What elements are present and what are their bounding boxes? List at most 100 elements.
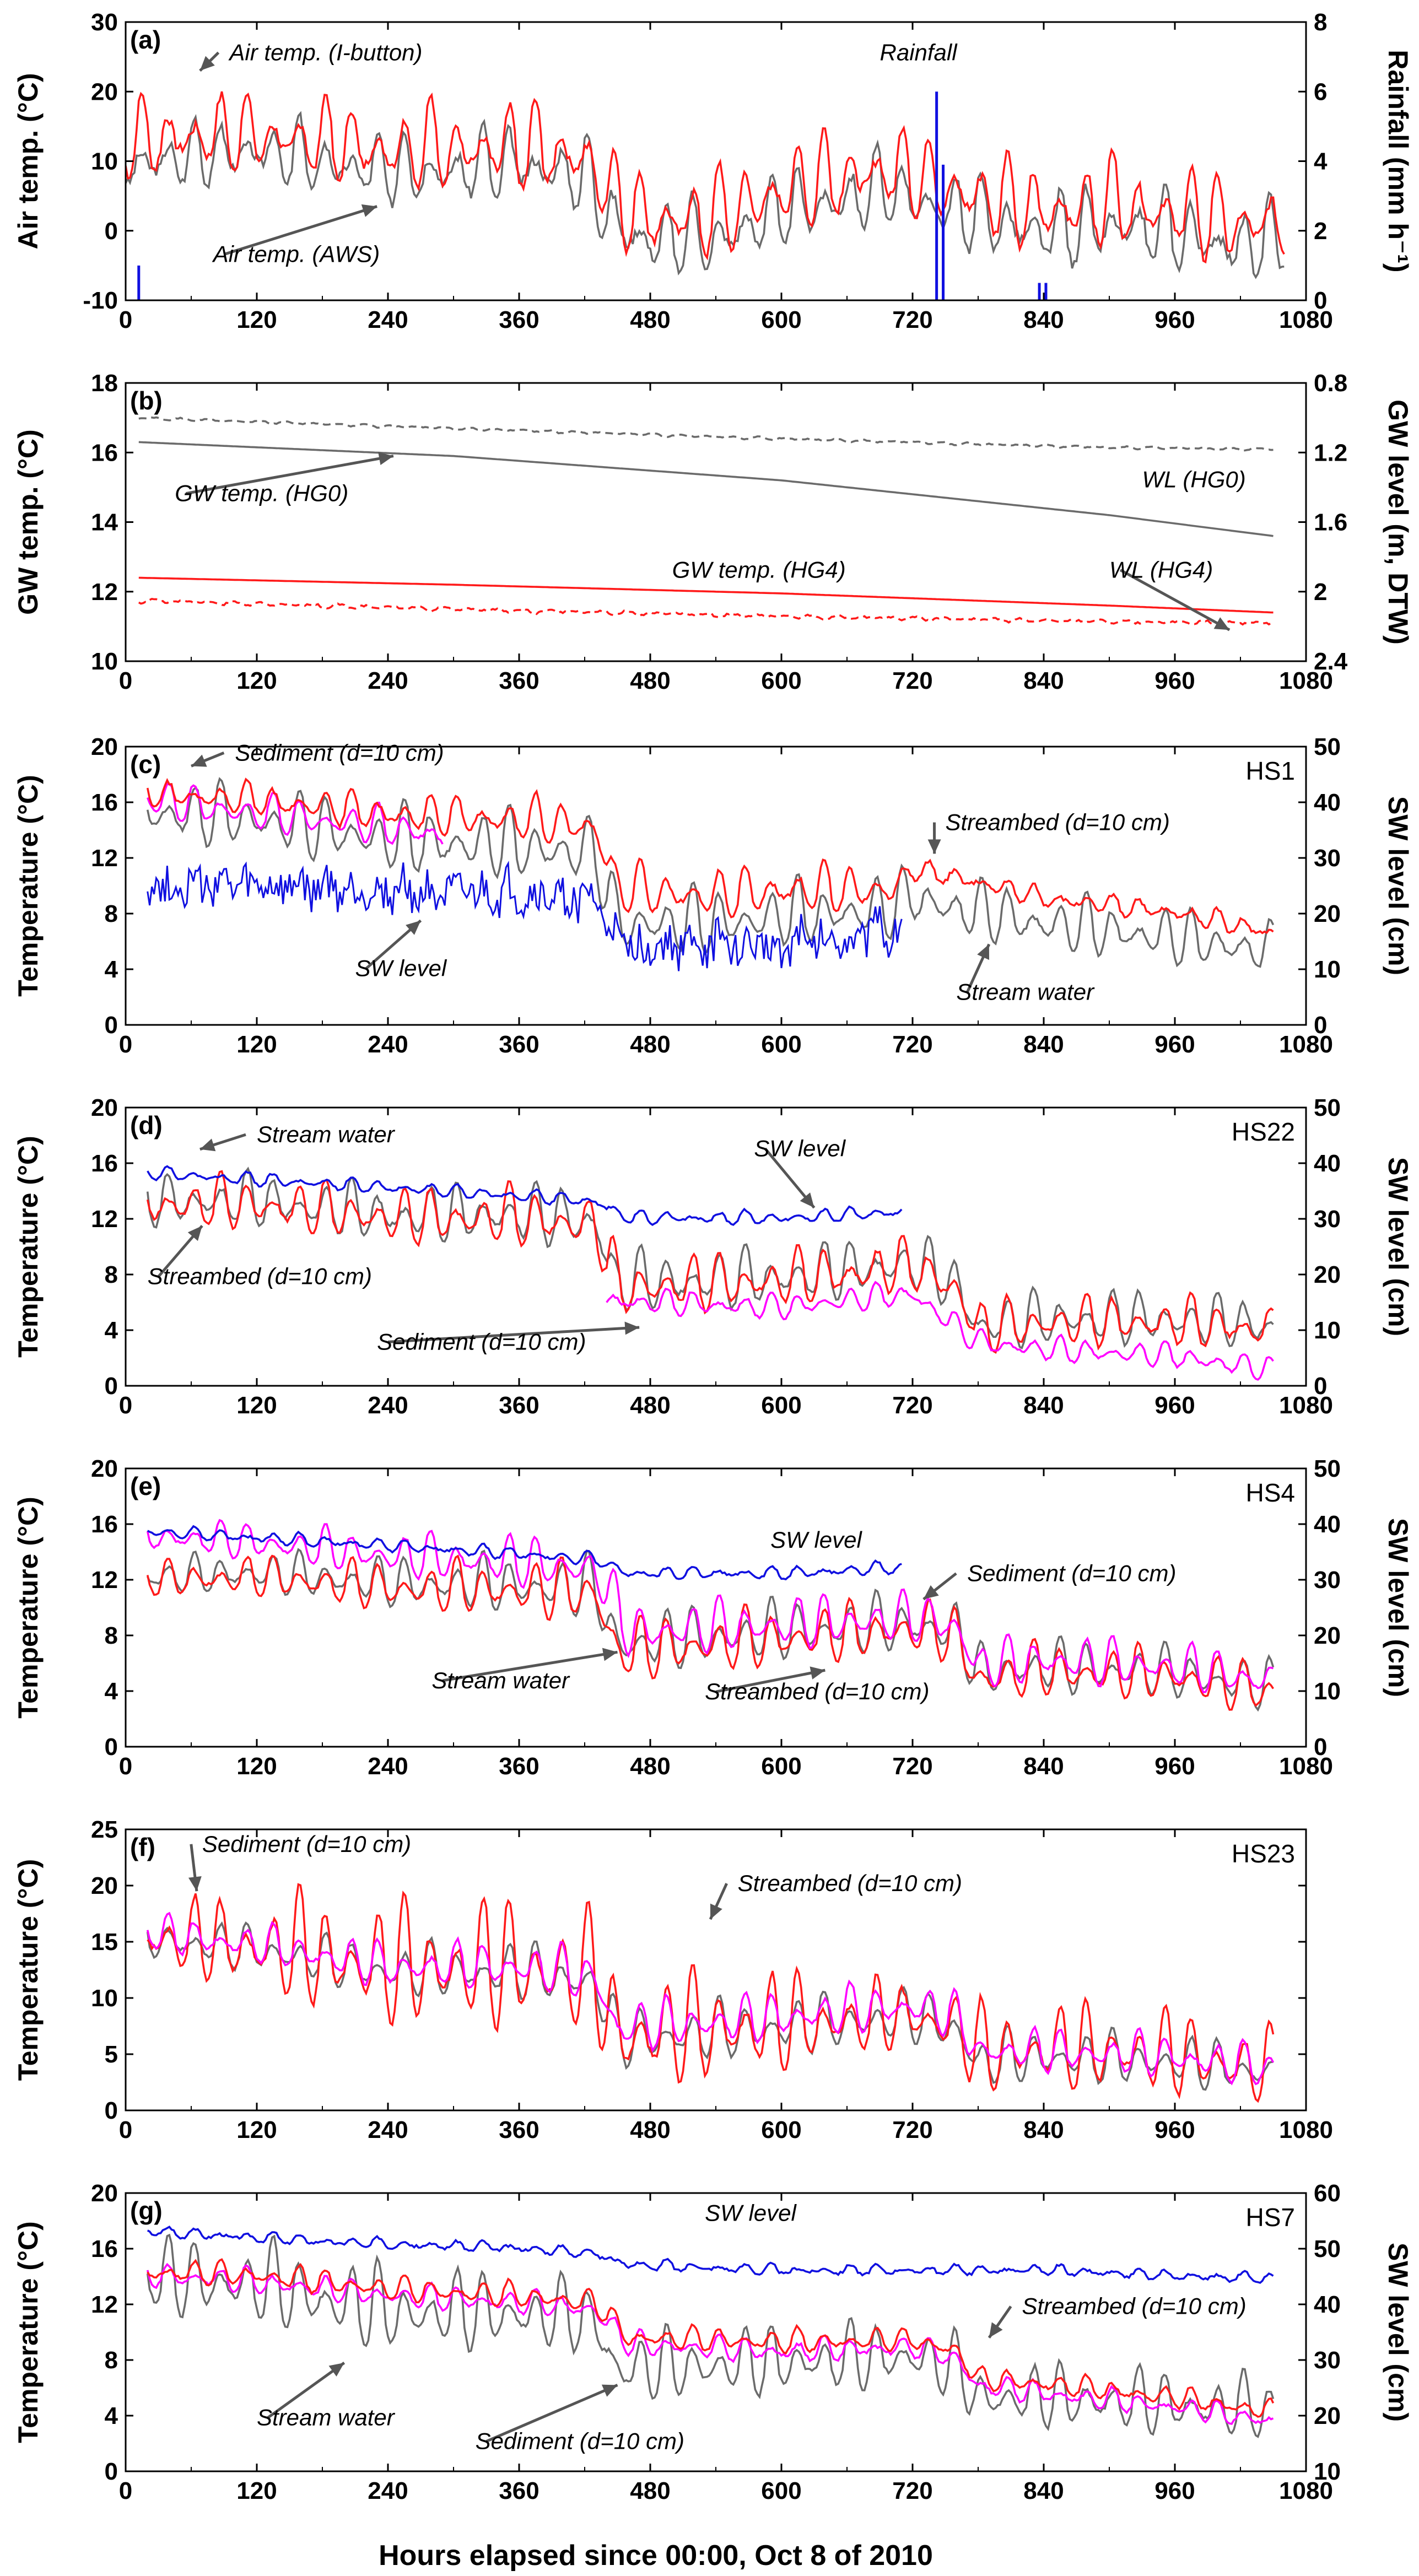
annotation-streambed-d-10-cm: Streambed (d=10 cm)	[1022, 2293, 1246, 2319]
y-tick-label: 12	[91, 845, 118, 872]
annotation-stream-water: Stream water	[257, 2405, 396, 2431]
annotation-sediment-d-10-cm: Sediment (d=10 cm)	[202, 1831, 411, 1857]
y-tick-label: 20	[91, 2180, 118, 2207]
series-sw-level	[147, 861, 903, 971]
x-tick-label: 480	[630, 2477, 670, 2504]
x-tick-label: 480	[630, 667, 670, 694]
y-tick-label: -10	[83, 287, 118, 314]
x-tick-label: 960	[1154, 667, 1195, 694]
annotation-arrowhead	[977, 944, 990, 960]
series-sw-level	[147, 2225, 1274, 2284]
x-tick-label: 480	[630, 2116, 670, 2143]
y2-tick-label: 40	[1314, 2291, 1341, 2318]
annotation-sediment-d-10-cm: Sediment (d=10 cm)	[476, 2428, 684, 2454]
annotation-streambed-d-10-cm: Streambed (d=10 cm)	[738, 1870, 962, 1896]
series-sediment-d-10-cm	[146, 2262, 1274, 2425]
y2-tick-label: 30	[1314, 845, 1341, 872]
y2-tick-label: 50	[1314, 1455, 1341, 1482]
x-tick-label: 0	[119, 1031, 132, 1058]
plot-frame	[125, 1106, 1307, 1387]
y-axis-label: GW temp. (°C)	[13, 429, 44, 615]
annotation-arrowhead	[810, 1666, 825, 1679]
panel-f: 0 120 240 360 480 600 720 840 960 1080 0 5 10 15 20 25 T…	[13, 1816, 1333, 2143]
x-tick-label: 600	[761, 2116, 801, 2143]
series-sediment-d-10-cm	[147, 782, 444, 845]
y-tick-label: 18	[91, 370, 118, 397]
annotation-air-temp-aws: Air temp. (AWS)	[212, 241, 380, 267]
x-tick-label: 960	[1154, 306, 1195, 333]
y-tick-label: 0	[105, 1012, 118, 1039]
x-tick-label: 720	[892, 667, 932, 694]
annotation-sw-level: SW level	[770, 1527, 862, 1553]
x-tick-label: 240	[368, 2116, 408, 2143]
y-tick-label: 30	[91, 9, 118, 36]
y-tick-label: 20	[91, 1094, 118, 1121]
y2-tick-label: 50	[1314, 2235, 1341, 2262]
y-tick-label: 16	[91, 789, 118, 816]
y-tick-label: 25	[91, 1816, 118, 1843]
site-label: HS1	[1246, 757, 1295, 785]
annotation-streambed-d-10-cm: Streambed (d=10 cm)	[705, 1678, 929, 1704]
x-tick-label: 360	[499, 1753, 539, 1780]
series-streambed-d-10-cm	[146, 1554, 1274, 1711]
annotation-arrow	[485, 2384, 618, 2443]
x-tick-label: 0	[119, 306, 132, 333]
x-tick-label: 120	[236, 667, 277, 694]
x-tick-label: 840	[1023, 1392, 1064, 1419]
y-axis-label: Air temp. (°C)	[13, 73, 44, 250]
y2-axis-label: SW level (cm)	[1383, 1157, 1413, 1336]
annotation-arrow	[267, 2362, 346, 2419]
annotation-gw-temp-hg0: GW temp. (HG0)	[175, 480, 348, 506]
y-tick-label: 0	[105, 1373, 118, 1400]
annotation-wl-hg4: WL (HG4)	[1109, 557, 1213, 583]
x-tick-label: 360	[499, 2116, 539, 2143]
x-tick-label: 480	[630, 306, 670, 333]
panel-a: 0 120 240 360 480 600 720 840 960 1080-100102030A…	[13, 9, 1413, 333]
y2-tick-label: 40	[1314, 1150, 1341, 1177]
y-tick-label: 0	[105, 2097, 118, 2124]
annotation-stream-water: Stream water	[956, 979, 1095, 1005]
y-tick-label: 8	[105, 2347, 118, 2374]
x-tick-label: 960	[1154, 1031, 1195, 1058]
annotation-arrowhead	[1213, 617, 1230, 630]
series-sw-level	[147, 1525, 902, 1581]
y2-tick-label: 0	[1314, 1733, 1327, 1760]
panel-label: (b)	[130, 386, 163, 415]
y-tick-label: 12	[91, 1206, 118, 1233]
series-air-temp-i-button	[126, 91, 1285, 264]
y2-axis-label: Rainfall (mm h⁻¹)	[1383, 50, 1413, 272]
y2-tick-label: 10	[1314, 956, 1341, 983]
y2-tick-label: 10	[1314, 1317, 1341, 1344]
x-tick-label: 360	[499, 2477, 539, 2504]
y-tick-label: 12	[91, 1567, 118, 1594]
annotation-arrow	[715, 1668, 825, 1693]
x-tick-label: 840	[1023, 1753, 1064, 1780]
x-tick-label: 1080	[1279, 1753, 1333, 1780]
x-tick-label: 960	[1154, 1392, 1195, 1419]
y2-tick-label: 2	[1314, 218, 1327, 245]
x-tick-label: 240	[368, 1753, 408, 1780]
x-tick-label: 1080	[1279, 1392, 1333, 1419]
x-tick-label: 840	[1023, 306, 1064, 333]
series-gw-temp-hg0	[138, 441, 1274, 537]
y-tick-label: 8	[105, 1261, 118, 1288]
y2-tick-label: 2.4	[1314, 648, 1348, 675]
annotation-arrowhead	[406, 920, 421, 935]
x-tick-label: 360	[499, 306, 539, 333]
x-tick-label: 120	[236, 1031, 277, 1058]
annotation-arrowhead	[923, 1585, 939, 1600]
annotation-gw-temp-hg4: GW temp. (HG4)	[672, 557, 846, 583]
annotation-arrow	[442, 1650, 618, 1682]
x-tick-label: 1080	[1279, 306, 1333, 333]
y-tick-label: 5	[105, 2041, 118, 2068]
y-tick-label: 8	[105, 1622, 118, 1649]
y2-tick-label: 60	[1314, 2180, 1341, 2207]
panel-e: 0 120 240 360 480 600 720 840 960 1080048121620Te…	[13, 1455, 1413, 1780]
x-tick-label: 240	[368, 1031, 408, 1058]
panel-d: 0 120 240 360 480 600 720 840 960 1080048121620Te…	[13, 1094, 1413, 1419]
panel-b: 0 120 240 360 480 600 720 840 960 1080 10 12 14 16 18 G…	[13, 370, 1413, 694]
y2-tick-label: 0.8	[1314, 370, 1347, 397]
annotation-arrowhead	[710, 1903, 722, 1920]
annotation-arrowhead	[191, 754, 207, 767]
